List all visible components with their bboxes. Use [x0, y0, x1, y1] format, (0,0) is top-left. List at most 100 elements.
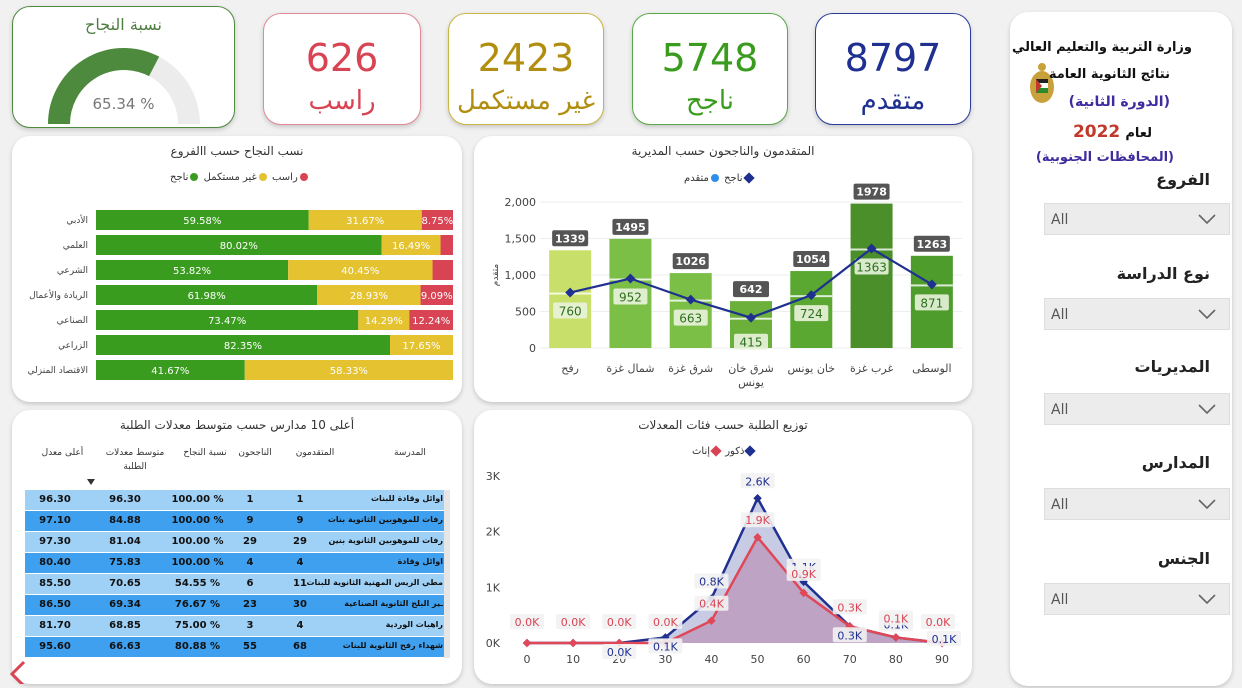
bar-data-label: 8.75% [421, 216, 453, 227]
table-scrollbar[interactable] [444, 490, 450, 658]
bar-segment [96, 360, 245, 380]
table-cell: 85.50 [39, 578, 71, 589]
bar-data-label: 28.93% [350, 291, 388, 302]
sort-descending-icon[interactable] [86, 478, 96, 486]
table-row[interactable]: اوائل وقادة 4 4 100.00 % 75.83 80.40 [25, 553, 444, 574]
bar-data-label: 53.82% [173, 266, 211, 277]
table-row[interactable]: شهداء رفح الثانوية للبنات 68 55 80.88 % 66.6… [25, 637, 444, 658]
table-row[interactable]: راهبات الوردية 4 3 75.00 % 68.85 81.70 [25, 616, 444, 637]
table-cell: 68.85 [109, 620, 141, 631]
school-name-cell: رفات للموهوبين الثانوية بنين [328, 536, 443, 545]
category-label: غرب غزة [850, 362, 894, 375]
column-header[interactable]: متوسط معدلات الطلبة [105, 448, 165, 472]
passed-data-label: 871 [920, 296, 943, 310]
passed-data-label: 952 [619, 291, 642, 305]
x-tick-label: 90 [935, 653, 949, 666]
bar-segment [96, 260, 289, 280]
applicants-data-label: 642 [740, 283, 763, 296]
filter-dropdown-gender[interactable]: All [1044, 583, 1230, 615]
females-data-label: 0.1K [884, 612, 909, 625]
applicants-data-label: 1495 [615, 221, 646, 234]
bar-data-label: 41.67% [151, 366, 189, 377]
filter-dropdown-schools[interactable]: All [1044, 488, 1230, 520]
back-arrow-icon[interactable] [6, 660, 28, 684]
bar-segment [96, 285, 318, 305]
category-label: رفح [561, 362, 579, 375]
school-name-cell: رفات للموهوبين الثانوية بنات [327, 515, 443, 524]
table-row[interactable]: اوائل وقادة للبنات 1 1 100.00 % 96.30 96.30 [25, 490, 444, 511]
category-label: الشرعي [57, 266, 88, 276]
year-value: 2022 [1072, 122, 1121, 142]
category-label: الاقتصاد المنزلي [28, 366, 88, 376]
table-cell: 69.34 [109, 599, 141, 610]
females-point [891, 633, 901, 642]
table-row[interactable]: رفات للموهوبين الثانوية بنات 9 9 100.00 % 84… [25, 511, 444, 532]
legend-passed: ناجح [170, 172, 189, 183]
bar-segment [288, 260, 433, 280]
x-tick-label: 10 [566, 653, 580, 666]
passed-card: 5748 ناجح [632, 13, 788, 125]
x-tick-label: 50 [751, 653, 765, 666]
applicants-label-bg [913, 235, 950, 252]
males-label-bg [740, 473, 775, 489]
school-name-cell: اوائل وقادة [397, 557, 443, 566]
table-cell: 80.40 [39, 557, 71, 568]
applicants-data-label: 1026 [675, 255, 706, 268]
table-row[interactable]: مطي الريس المهنية الثانوية للبنات 11 6 54.5… [25, 574, 444, 595]
passed-point [926, 279, 937, 290]
males-label-bg [648, 638, 683, 654]
bar-data-label: 61.98% [188, 291, 226, 302]
incomplete-card: 2423 غير مستكمل [448, 13, 604, 125]
ministry-title: وزارة التربية والتعليم العالي [1011, 40, 1192, 55]
filter-dropdown-study-type[interactable]: All [1044, 298, 1230, 330]
column-header[interactable]: أعلى معدل [41, 448, 84, 458]
females-data-label: 0.4K [699, 598, 724, 611]
branch-success-panel: نسب النجاح حسب االفروع راسب غير مستكمل ن… [12, 136, 462, 402]
females-label-bg [786, 565, 821, 581]
table-cell: 68 [293, 641, 307, 652]
filter-dropdown-branches[interactable]: All [1044, 203, 1230, 235]
table-cell: 96.30 [109, 494, 141, 505]
category-label: يونس [738, 376, 764, 389]
applicants-data-label: 1339 [555, 232, 586, 245]
females-data-label: 0.0K [515, 616, 540, 629]
year-line: لعام 2022 [1073, 122, 1152, 142]
x-tick-label: 0 [524, 653, 531, 666]
y-tick-label: 2,000 [505, 196, 537, 209]
x-tick-label: 70 [843, 653, 857, 666]
column-header[interactable]: المتقدمون [295, 448, 335, 458]
applicants-label: متقدم [860, 86, 926, 116]
females-point [568, 638, 578, 648]
bar-segment [421, 210, 453, 230]
table-cell: 81.04 [109, 536, 141, 547]
bar-data-label: 14.29% [365, 316, 403, 327]
incomplete-count: 2423 [477, 36, 575, 80]
females-label-bg [556, 614, 591, 629]
table-cell: 4 [246, 557, 254, 568]
column-header[interactable]: نسبة النجاح [183, 448, 227, 458]
column-header[interactable]: المدرسة [394, 448, 426, 458]
bar-segment [96, 335, 390, 355]
applicants-data-label: 1978 [856, 186, 887, 199]
column-header[interactable]: الناجحون [238, 448, 272, 458]
legend-passed-dir: ناجح [724, 173, 743, 184]
males-label-bg [694, 573, 729, 589]
session-title: (الدورة الثانية) [1068, 94, 1170, 110]
filter-label-study-type: نوع الدراسة [1116, 264, 1210, 283]
filter-value-study-type: All [1051, 307, 1069, 323]
success-rate-gauge [48, 48, 200, 125]
passed-label-bg [734, 333, 768, 350]
bar-data-label: 17.65% [402, 341, 440, 352]
applicants-label-bg [853, 183, 890, 200]
failed-label: راسب [308, 86, 376, 116]
bar-data-label: 73.47% [208, 316, 246, 327]
bar-segment [317, 285, 421, 305]
success-rate-card: نسبة النجاح 65.34 % [12, 6, 235, 128]
directorate-bar-chart: 0 500 1,000 1,500 2,000 متقدم 1339 760 رفح 1495 95… [491, 183, 962, 389]
bar-data-label: 59.58% [183, 216, 221, 227]
success-rate-value: 65.34 % [92, 95, 155, 113]
x-tick-label: 40 [704, 653, 718, 666]
table-row[interactable]: رفات للموهوبين الثانوية بنين 29 29 100.00 %… [25, 532, 444, 553]
filter-dropdown-directorates[interactable]: All [1044, 393, 1230, 425]
table-row[interactable]: ـير البلح الثانوية الصناعية 30 23 76.67 % 69… [25, 595, 444, 616]
